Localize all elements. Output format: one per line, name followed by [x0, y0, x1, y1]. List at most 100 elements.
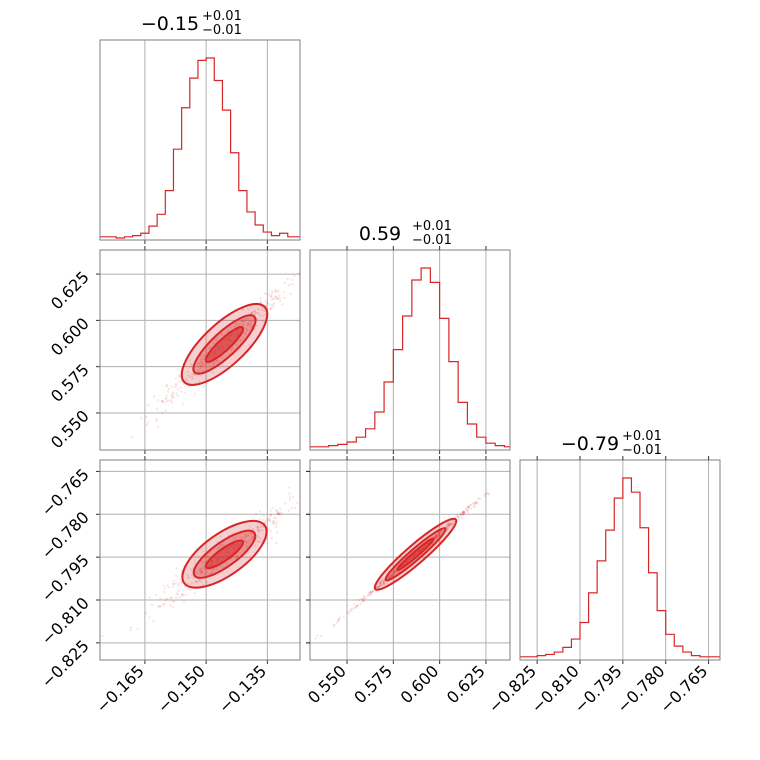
- scatter-point: [301, 500, 303, 502]
- x-tick-label: 0.600: [397, 661, 443, 707]
- scatter-point: [244, 333, 247, 337]
- density-contour: [204, 325, 245, 363]
- scatter-point: [176, 394, 180, 398]
- pair-content: [314, 491, 490, 640]
- scatter-point: [284, 502, 287, 505]
- scatter-point: [211, 570, 214, 573]
- scatter-point: [175, 592, 179, 595]
- scatter-point: [178, 578, 182, 582]
- scatter-point: [250, 532, 253, 535]
- scatter-point: [186, 576, 190, 579]
- scatter-point: [393, 570, 396, 573]
- scatter-point: [194, 580, 198, 583]
- scatter-point: [197, 579, 201, 582]
- scatter-point: [449, 524, 452, 527]
- scatter-point: [255, 526, 259, 529]
- scatter-point: [378, 584, 382, 588]
- scatter-point: [380, 578, 384, 581]
- scatter-point: [269, 530, 273, 533]
- scatter-point: [437, 533, 441, 537]
- scatter-point: [166, 390, 170, 393]
- scatter-point: [202, 565, 206, 568]
- scatter-point: [200, 360, 203, 363]
- scatter-point: [244, 535, 248, 538]
- scatter-point: [470, 503, 473, 507]
- scatter-point: [169, 596, 173, 600]
- scatter-point: [392, 572, 395, 575]
- scatter-point: [204, 573, 207, 577]
- scatter-point: [215, 359, 219, 363]
- scatter-point: [446, 522, 449, 525]
- scatter-point: [276, 512, 279, 515]
- scatter-point: [199, 366, 202, 370]
- scatter-point: [278, 294, 281, 297]
- scatter-point: [160, 411, 164, 414]
- scatter-point: [229, 349, 233, 352]
- scatter-point: [250, 537, 253, 541]
- x-tick-label: 0.575: [350, 661, 396, 707]
- scatter-point: [238, 551, 241, 555]
- scatter-point: [257, 529, 261, 532]
- scatter-point: [249, 319, 252, 323]
- scatter-point: [229, 558, 233, 561]
- scatter-point: [148, 596, 151, 599]
- scatter-point: [332, 624, 336, 627]
- scatter-point: [275, 520, 278, 524]
- scatter-point: [193, 393, 197, 396]
- scatter-point: [220, 333, 223, 337]
- scatter-point: [389, 575, 392, 579]
- scatter-point: [215, 359, 219, 362]
- scatter-point: [447, 524, 450, 527]
- scatter-point: [440, 530, 443, 533]
- scatter-point: [293, 274, 296, 277]
- scatter-point: [288, 486, 291, 489]
- scatter-point: [446, 528, 449, 531]
- scatter-point: [382, 580, 386, 584]
- scatter-point: [175, 392, 178, 395]
- scatter-point: [472, 501, 475, 505]
- scatter-point: [371, 589, 375, 593]
- scatter-point: [180, 581, 183, 584]
- scatter-point: [185, 593, 188, 596]
- scatter-point: [165, 400, 169, 403]
- scatter-point: [148, 616, 151, 619]
- scatter-point: [280, 303, 284, 306]
- scatter-point: [387, 575, 390, 578]
- scatter-point: [174, 574, 178, 577]
- scatter-point: [165, 385, 168, 388]
- scatter-point: [287, 509, 291, 512]
- scatter-point: [395, 570, 399, 574]
- scatter-point: [156, 425, 160, 429]
- scatter-point: [447, 523, 450, 526]
- scatter-point: [394, 569, 397, 573]
- scatter-point: [165, 384, 169, 387]
- scatter-point: [130, 436, 133, 439]
- scatter-point: [241, 320, 245, 323]
- scatter-point: [466, 509, 469, 512]
- scatter-point: [246, 323, 249, 327]
- panel-title-plus: +0.01: [202, 9, 242, 24]
- scatter-point: [178, 596, 181, 599]
- scatter-point: [304, 499, 306, 501]
- scatter-point: [388, 576, 392, 579]
- y-tick-label: −0.765: [38, 465, 93, 520]
- scatter-point: [274, 516, 277, 520]
- scatter-point: [202, 566, 206, 569]
- scatter-point: [129, 629, 132, 632]
- scatter-point: [211, 371, 214, 374]
- scatter-point: [393, 569, 396, 572]
- scatter-point: [271, 297, 275, 301]
- scatter-point: [357, 598, 360, 602]
- scatter-point: [178, 380, 181, 384]
- scatter-point: [475, 500, 478, 504]
- scatter-point: [464, 507, 467, 510]
- scatter-point: [204, 567, 207, 571]
- scatter-point: [207, 346, 211, 350]
- scatter-point: [191, 377, 194, 380]
- scatter-point: [183, 572, 187, 575]
- scatter-point: [273, 290, 277, 293]
- y-tick-label: 0.600: [47, 314, 93, 360]
- scatter-point: [211, 341, 214, 345]
- scatter-point: [160, 400, 164, 403]
- y-tick-label: 0.575: [47, 360, 93, 406]
